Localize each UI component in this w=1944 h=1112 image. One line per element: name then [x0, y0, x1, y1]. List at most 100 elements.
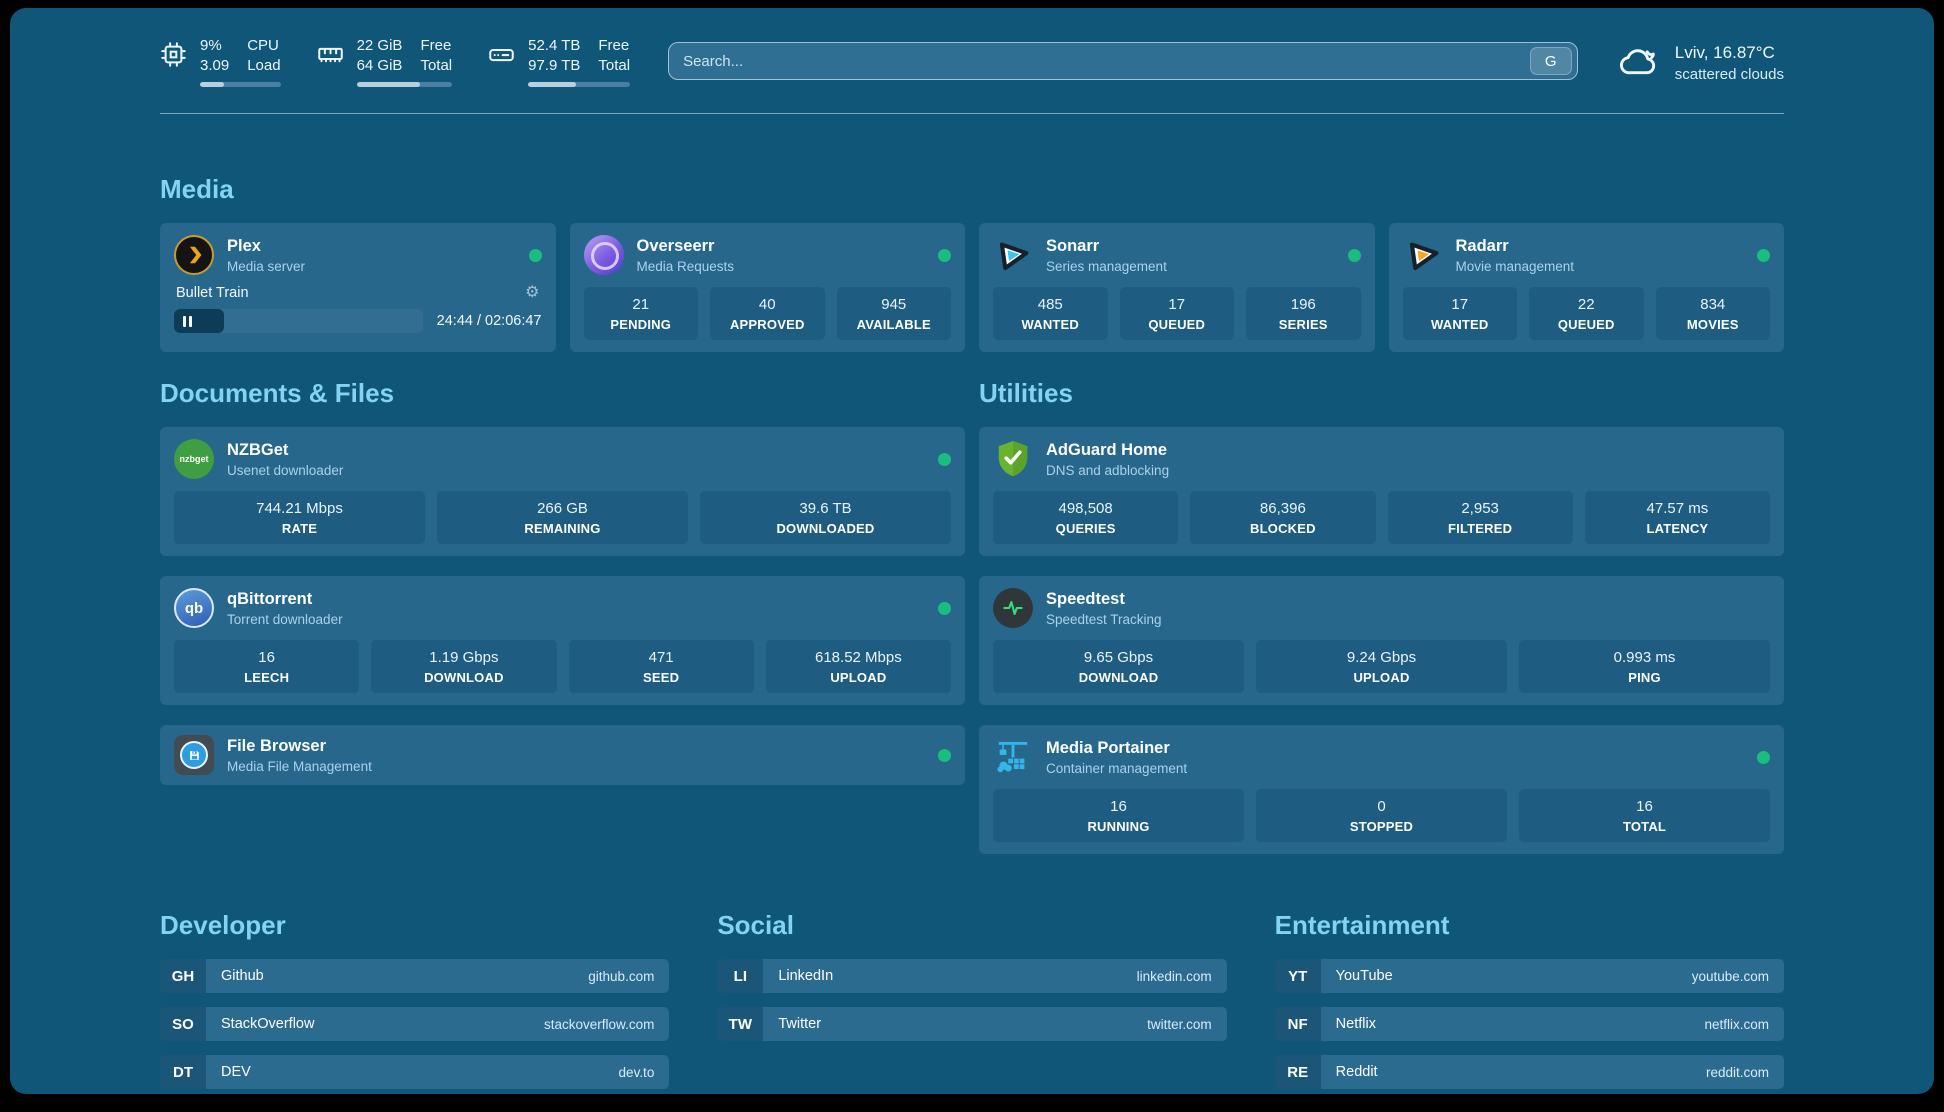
app-card-sonarr[interactable]: Sonarr Series management 485 WANTED 17 QUE… [979, 223, 1375, 352]
cpu-icon [160, 36, 187, 68]
weather-location-temp: Lviv, 16.87°C [1674, 42, 1775, 62]
link-name: Netflix [1335, 1016, 1376, 1032]
disk-icon [488, 36, 515, 68]
app-card-qbittorrent[interactable]: qb qBittorrent Torrent downloader 16 LEEC… [160, 576, 965, 705]
cpu-stat: 9% 3.09 CPU Load [160, 36, 281, 87]
link-row-twitter[interactable]: TW Twitter twitter.com [717, 1007, 1227, 1041]
app-subtitle: DNS and adblocking [1046, 462, 1170, 478]
stat-box-movies: 834 MOVIES [1655, 287, 1770, 340]
disk-total-value: 97.9 TB [528, 57, 581, 74]
plex-icon [174, 235, 214, 275]
stat-box-total: 16 TOTAL [1519, 789, 1770, 842]
status-dot [528, 248, 542, 262]
app-card-radarr[interactable]: Radarr Movie management 17 WANTED 22 QUEUE… [1388, 223, 1784, 352]
app-title: Media Portainer [1046, 738, 1170, 757]
cpu-usage-bar [200, 82, 281, 87]
status-dot [938, 601, 951, 615]
status-dot [1757, 750, 1770, 764]
link-row-stackoverflow[interactable]: SO StackOverflow stackoverflow.com [160, 1007, 670, 1041]
cpu-load-value: 3.09 [200, 57, 230, 74]
status-dot [1757, 248, 1770, 262]
link-name: Github [221, 968, 264, 984]
app-card-plex[interactable]: Plex Media server Bullet Train ⚙ 24:44 [160, 223, 556, 352]
link-url: netflix.com [1704, 1016, 1769, 1032]
stat-box-queries: 498,508 QUERIES [993, 491, 1179, 544]
app-card-filebrowser[interactable]: File Browser Media File Management [160, 725, 965, 785]
status-dot [938, 748, 951, 762]
cloud-icon [1616, 40, 1662, 85]
qbittorrent-icon: qb [174, 588, 214, 628]
system-stats: 9% 3.09 CPU Load 22 GiB 64 GiB Free [160, 36, 631, 87]
overseerr-icon [583, 235, 624, 275]
link-row-netflix[interactable]: NF Netflix netflix.com [1274, 1007, 1784, 1041]
link-row-reddit[interactable]: RE Reddit reddit.com [1274, 1055, 1784, 1089]
playback-progress-bar[interactable] [174, 309, 423, 333]
stat-box-upload: 9.24 Gbps UPLOAD [1256, 640, 1507, 693]
disk-stat: 52.4 TB 97.9 TB Free Total [488, 36, 631, 87]
stat-box-series: 196 SERIES [1246, 287, 1361, 340]
section-title-utilities: Utilities [979, 378, 1073, 408]
app-card-speedtest[interactable]: Speedtest Speedtest Tracking 9.65 Gbps DO… [979, 576, 1784, 705]
link-row-dev[interactable]: DT DEV dev.to [160, 1055, 670, 1089]
speedtest-icon [993, 588, 1033, 628]
app-subtitle: Usenet downloader [227, 462, 344, 478]
cpu-load-label: Load [247, 57, 281, 74]
stat-box-available: 945 AVAILABLE [836, 287, 951, 340]
stat-box-queued: 17 QUEUED [1119, 287, 1234, 340]
search-engine-button[interactable]: G [1529, 47, 1572, 75]
links-developer: Developer GH Github github.com SO StackOv… [160, 910, 670, 1094]
app-subtitle: Speedtest Tracking [1046, 611, 1162, 627]
stat-box-queued: 22 QUEUED [1529, 287, 1644, 340]
link-row-github[interactable]: GH Github github.com [160, 959, 670, 993]
nzbget-icon: nzbget [174, 439, 214, 479]
section-title-documents: Documents & Files [160, 378, 395, 408]
stat-box-seed: 471 SEED [568, 640, 754, 693]
link-abbr: TW [717, 1007, 764, 1041]
app-subtitle: Series management [1046, 258, 1167, 274]
stat-box-ping: 0.993 ms PING [1519, 640, 1770, 693]
app-card-adguard[interactable]: AdGuard Home DNS and adblocking 498,508 Q… [979, 427, 1784, 556]
app-card-portainer[interactable]: Media Portainer Container management 16 R… [979, 725, 1784, 854]
stat-box-upload: 618.52 Mbps UPLOAD [765, 640, 951, 693]
link-name: Reddit [1335, 1064, 1378, 1080]
header-divider [160, 113, 1784, 114]
ram-total-label: Total [420, 57, 453, 74]
app-subtitle: Media File Management [227, 758, 372, 774]
app-subtitle: Container management [1046, 760, 1188, 776]
search-input[interactable] [683, 52, 1530, 70]
stat-box-wanted: 17 WANTED [1402, 287, 1517, 340]
link-row-linkedin[interactable]: LI LinkedIn linkedin.com [717, 959, 1227, 993]
weather-condition: scattered clouds [1674, 65, 1784, 83]
link-row-youtube[interactable]: YT YouTube youtube.com [1274, 959, 1784, 993]
section-title-entertainment: Entertainment [1274, 910, 1450, 940]
link-abbr: LI [717, 959, 764, 993]
link-url: youtube.com [1691, 968, 1769, 984]
link-abbr: SO [160, 1007, 206, 1041]
gear-icon[interactable]: ⚙ [525, 284, 540, 301]
app-card-nzbget[interactable]: nzbget NZBGet Usenet downloader 744.21 M… [160, 427, 965, 556]
radarr-icon [1403, 235, 1443, 275]
memory-stat: 22 GiB 64 GiB Free Total [317, 36, 453, 87]
stat-box-download: 9.65 Gbps DOWNLOAD [993, 640, 1244, 693]
ram-icon [317, 36, 344, 68]
plex-now-playing: Bullet Train ⚙ 24:44 / 02:06:47 [174, 285, 542, 333]
stat-box-rate: 744.21 Mbps RATE [174, 491, 425, 544]
app-card-overseerr[interactable]: Overseerr Media Requests 21 PENDING 40 APP… [569, 223, 965, 352]
portainer-icon [993, 737, 1033, 777]
stat-box-latency: 47.57 ms LATENCY [1584, 491, 1770, 544]
app-subtitle: Media Requests [636, 258, 735, 274]
ram-usage-bar [356, 82, 453, 87]
app-title: File Browser [227, 736, 327, 755]
adguard-icon [993, 439, 1033, 479]
links-social: Social LI LinkedIn linkedin.com TW Twitte… [717, 910, 1227, 1094]
dashboard: 9% 3.09 CPU Load 22 GiB 64 GiB Free [10, 8, 1934, 1094]
link-abbr: DT [160, 1055, 206, 1089]
ram-total-value: 64 GiB [356, 57, 403, 74]
sonarr-icon [993, 235, 1033, 275]
stat-box-running: 16 RUNNING [993, 789, 1244, 842]
app-title: Speedtest [1046, 589, 1125, 608]
media-cards: Plex Media server Bullet Train ⚙ 24:44 [160, 223, 1784, 352]
pause-icon[interactable] [183, 315, 192, 327]
stat-box-stopped: 0 STOPPED [1256, 789, 1507, 842]
weather-widget[interactable]: Lviv, 16.87°C scattered clouds [1616, 40, 1784, 85]
